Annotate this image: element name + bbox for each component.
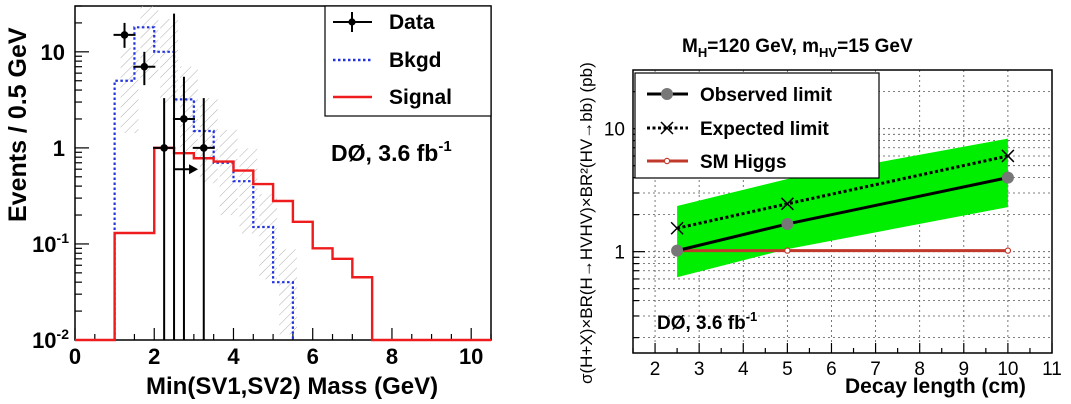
data-marker [180,115,188,123]
legend-label-expected: Expected limit [700,119,829,140]
legend-label-sm-higgs: SM Higgs [700,152,787,173]
bkgd-hatch-bin [121,48,139,133]
right-chart-title: MH=120 GeV, mHV=15 GeV [682,36,913,60]
legend-label-observed: Observed limit [700,85,833,106]
observed-limit-marker [671,245,683,257]
sm-higgs-marker [1005,248,1010,253]
bkgd-hatch-bin [200,98,218,183]
right-x-tick-label: 2 [650,359,661,380]
left-x-tick-label: 0 [69,344,81,369]
right-x-axis-label: Decay length (cm) [845,375,1026,398]
bkgd-hatch-bin [160,19,178,104]
right-x-tick-label: 6 [826,359,837,380]
bkgd-hatch-bin [220,130,238,215]
left-legend: Data Bkgd Signal [325,6,491,116]
right-legend: Observed limit Expected limit SM Higgs [635,73,879,178]
left-y-axis-label: Events / 0.5 GeV [4,27,32,222]
left-experiment-label: DØ, 3.6 fb-1 [331,138,452,166]
left-histogram-panel: 0 2 4 6 8 10 10 1 10-1 10-2 Events / 0.5 GeV Min(… [4,6,491,400]
sm-higgs-marker [785,248,790,253]
left-x-axis-label: Min(SV1,SV2) Mass (GeV) [146,373,438,400]
right-x-tick-label: 4 [738,359,749,380]
left-x-tick-label: 10 [459,344,483,369]
left-x-tick-label: 8 [386,344,398,369]
right-x-tick-label: 5 [782,359,793,380]
data-point [153,98,175,340]
left-y-tick-label: 1 [53,136,65,161]
bkgd-hatch-bin [180,66,198,151]
left-x-tick-label: 6 [307,344,319,369]
bkgd-hatch-bin [259,194,277,279]
left-y-tick-label: 10-1 [32,230,69,257]
right-x-tick-label: 11 [1042,359,1062,380]
data-marker [141,63,149,71]
left-x-tick-label: 4 [227,344,240,369]
data-point [114,23,136,48]
data-marker [121,31,129,39]
right-experiment-label: DØ, 3.6 fb-1 [657,309,757,334]
left-y-tick-label: 10 [41,40,65,65]
right-y-tick-label: 10 [604,120,625,141]
right-y-axis-label: σ(H+X)×BR(H→HVHV)×BR²(HV→bb) (pb) [577,62,596,384]
left-x-tick-label: 2 [148,344,160,369]
bkgd-hatch-bin [279,249,297,334]
data-marker [200,144,208,152]
legend-label-signal: Signal [389,86,452,109]
left-y-tick-label: 10-2 [32,326,69,353]
data-marker [160,144,168,152]
right-y-tick-label: 1 [614,243,625,264]
observed-limit-marker [1002,172,1014,184]
legend-label-bkgd: Bkgd [389,49,442,72]
legend-label-data: Data [389,11,435,34]
bkgd-uncertainty-hatch [121,6,297,334]
observed-limit-marker [781,218,793,230]
right-x-tick-label: 3 [694,359,705,380]
bkgd-hatch-bin [239,148,257,233]
cut-arrow-head [189,164,198,174]
